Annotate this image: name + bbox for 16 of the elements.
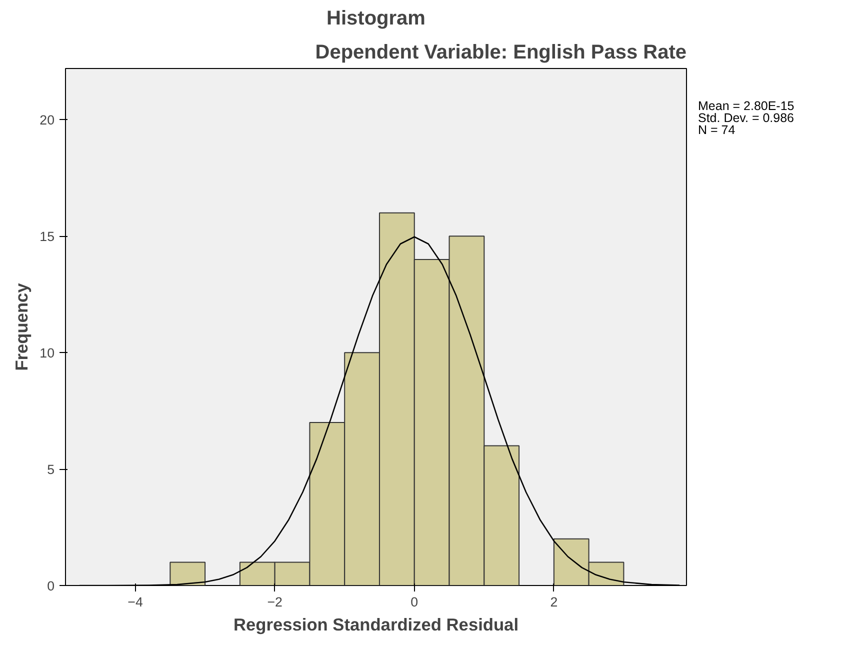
- y-tick-label: 10: [40, 346, 55, 361]
- text: Mean = 2.80E-15: [698, 99, 794, 113]
- x-axis-title: Regression Standardized Residual: [233, 614, 519, 634]
- x-tick-label: 0: [410, 594, 418, 610]
- y-tick-label: 5: [47, 462, 55, 478]
- y-tick-label: 20: [40, 112, 55, 128]
- text: N = 74: [698, 123, 736, 137]
- x-tick-label: −2: [267, 594, 282, 610]
- y-tick-label: 0: [47, 578, 55, 594]
- y-axis-title: Frequency: [12, 282, 32, 371]
- x-tick-label: 2: [550, 594, 558, 610]
- x-tick-label: −4: [128, 594, 144, 610]
- chart-subtitle: Dependent Variable: English Pass Rate: [315, 42, 687, 64]
- chart-title: Histogram: [326, 8, 426, 30]
- text: Std. Dev. = 0.986: [698, 111, 794, 125]
- y-tick-label: 15: [40, 229, 55, 244]
